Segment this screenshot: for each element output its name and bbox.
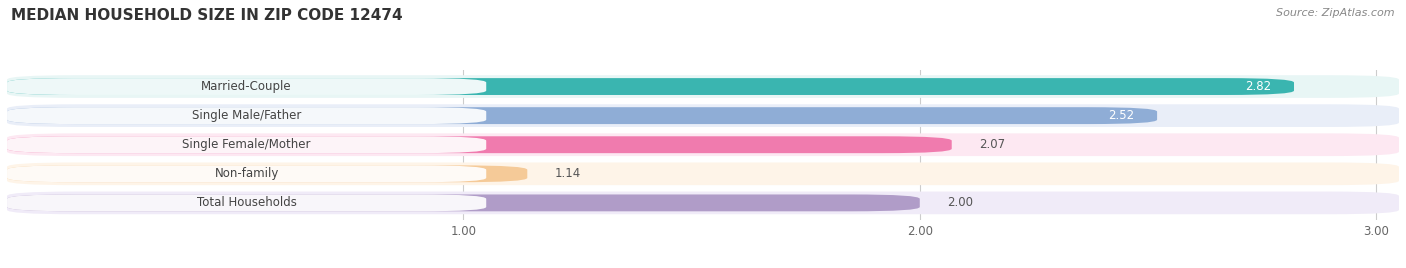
- FancyBboxPatch shape: [7, 104, 1399, 127]
- FancyBboxPatch shape: [7, 195, 920, 211]
- FancyBboxPatch shape: [7, 195, 486, 211]
- Text: Married-Couple: Married-Couple: [201, 80, 292, 93]
- Text: Non-family: Non-family: [215, 167, 278, 180]
- Text: MEDIAN HOUSEHOLD SIZE IN ZIP CODE 12474: MEDIAN HOUSEHOLD SIZE IN ZIP CODE 12474: [11, 8, 404, 23]
- Text: Single Male/Father: Single Male/Father: [193, 109, 301, 122]
- FancyBboxPatch shape: [7, 165, 527, 182]
- FancyBboxPatch shape: [7, 107, 486, 124]
- FancyBboxPatch shape: [7, 162, 1399, 185]
- FancyBboxPatch shape: [7, 107, 1157, 124]
- FancyBboxPatch shape: [7, 165, 486, 182]
- Text: Source: ZipAtlas.com: Source: ZipAtlas.com: [1277, 8, 1395, 18]
- FancyBboxPatch shape: [7, 78, 1294, 95]
- Text: 1.14: 1.14: [555, 167, 581, 180]
- Text: 2.00: 2.00: [948, 196, 973, 209]
- Text: Total Households: Total Households: [197, 196, 297, 209]
- Text: Single Female/Mother: Single Female/Mother: [183, 138, 311, 151]
- FancyBboxPatch shape: [7, 75, 1399, 98]
- FancyBboxPatch shape: [7, 192, 1399, 214]
- FancyBboxPatch shape: [7, 133, 1399, 156]
- FancyBboxPatch shape: [7, 78, 486, 95]
- FancyBboxPatch shape: [7, 136, 486, 153]
- Text: 2.07: 2.07: [979, 138, 1005, 151]
- Text: 2.82: 2.82: [1246, 80, 1271, 93]
- Text: 2.52: 2.52: [1108, 109, 1135, 122]
- FancyBboxPatch shape: [7, 136, 952, 153]
